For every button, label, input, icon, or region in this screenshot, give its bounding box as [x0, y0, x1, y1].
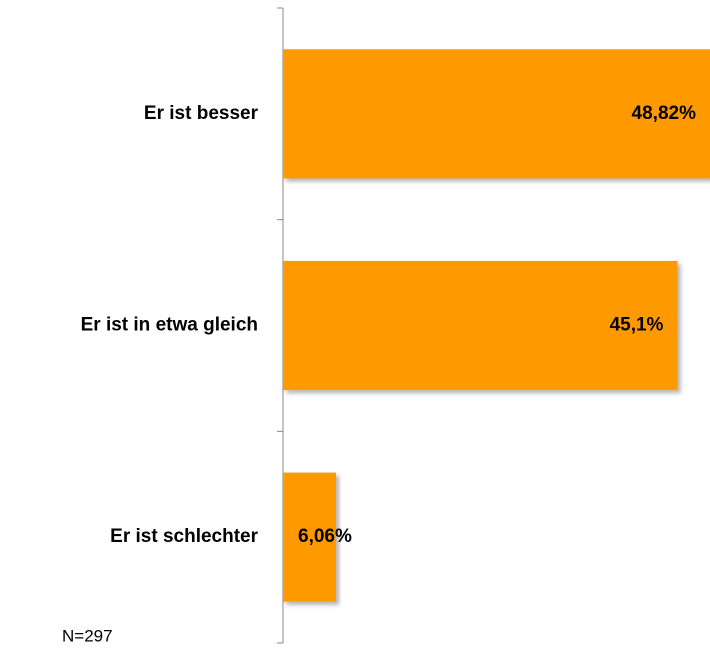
value-label: 48,82% [632, 103, 697, 124]
category-label: Er ist schlechter [110, 526, 258, 547]
sample-size-note: N=297 [62, 626, 113, 645]
value-label: 45,1% [610, 315, 664, 336]
category-label: Er ist in etwa gleich [81, 315, 258, 336]
bar [283, 472, 337, 602]
bar [283, 49, 710, 179]
category-label: Er ist besser [144, 103, 259, 124]
bar [283, 260, 678, 391]
value-label: 6,06% [298, 526, 352, 547]
